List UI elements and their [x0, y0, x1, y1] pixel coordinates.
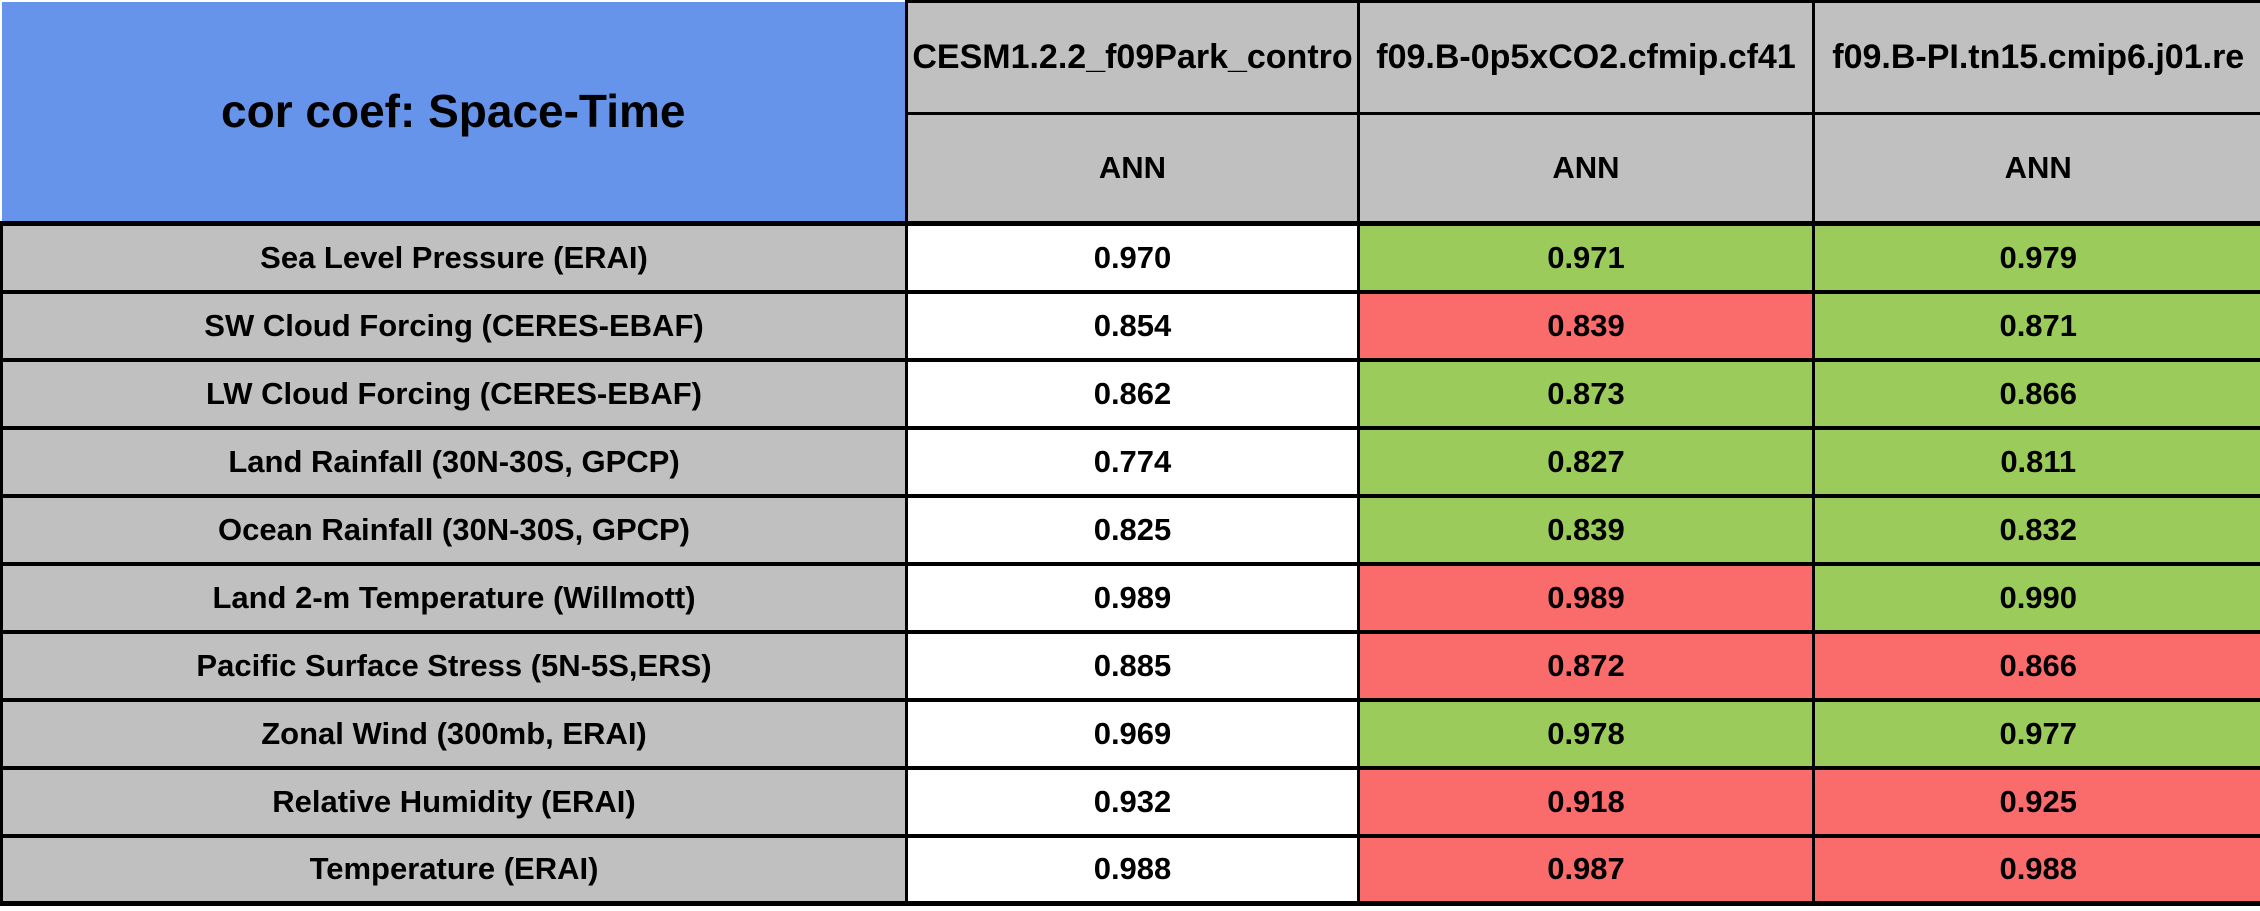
row-label: Sea Level Pressure (ERAI)	[0, 221, 908, 293]
row-label: Pacific Surface Stress (5N-5S,ERS)	[0, 629, 908, 701]
value-cell: 0.979	[1812, 221, 2260, 293]
value-cell: 0.832	[1812, 493, 2260, 565]
value-cell: 0.971	[1357, 221, 1815, 293]
value-cell: 0.825	[905, 493, 1360, 565]
value-cell: 0.988	[1812, 833, 2260, 906]
table-row: Relative Humidity (ERAI) 0.932 0.918 0.9…	[0, 765, 2260, 837]
table-row: Temperature (ERAI) 0.988 0.987 0.988	[0, 833, 2260, 906]
table-row: Pacific Surface Stress (5N-5S,ERS) 0.885…	[0, 629, 2260, 701]
column-header-season-2: ANN	[1357, 112, 1815, 225]
table-title: cor coef: Space-Time	[1, 1, 908, 225]
table-row: SW Cloud Forcing (CERES-EBAF) 0.854 0.83…	[0, 289, 2260, 361]
value-cell: 0.854	[905, 289, 1360, 361]
value-cell: 0.885	[905, 629, 1360, 701]
column-header-model-1: CESM1.2.2_f09Park_contro	[905, 0, 1360, 115]
row-label: LW Cloud Forcing (CERES-EBAF)	[0, 357, 908, 429]
value-cell: 0.969	[905, 697, 1360, 769]
value-cell: 0.774	[905, 425, 1360, 497]
row-label: Zonal Wind (300mb, ERAI)	[0, 697, 908, 769]
value-cell: 0.862	[905, 357, 1360, 429]
value-cell: 0.871	[1812, 289, 2260, 361]
value-cell: 0.932	[905, 765, 1360, 837]
row-label: Land Rainfall (30N-30S, GPCP)	[0, 425, 908, 497]
model-header-row: cor coef: Space-Time CESM1.2.2_f09Park_c…	[1, 0, 2260, 225]
row-label: Ocean Rainfall (30N-30S, GPCP)	[0, 493, 908, 565]
table-row: LW Cloud Forcing (CERES-EBAF) 0.862 0.87…	[0, 357, 2260, 429]
value-cell: 0.987	[1357, 833, 1815, 906]
row-label: SW Cloud Forcing (CERES-EBAF)	[0, 289, 908, 361]
column-header-model-3: f09.B-PI.tn15.cmip6.j01.re	[1812, 0, 2260, 115]
value-cell: 0.839	[1357, 289, 1815, 361]
value-cell: 0.990	[1812, 561, 2260, 633]
table-row: Zonal Wind (300mb, ERAI) 0.969 0.978 0.9…	[0, 697, 2260, 769]
value-cell: 0.839	[1357, 493, 1815, 565]
value-cell: 0.811	[1812, 425, 2260, 497]
value-cell: 0.989	[1357, 561, 1815, 633]
column-header-model-2: f09.B-0p5xCO2.cfmip.cf41	[1357, 0, 1815, 115]
value-cell: 0.970	[905, 221, 1360, 293]
value-cell: 0.925	[1812, 765, 2260, 837]
column-header-season-3: ANN	[1812, 112, 2260, 225]
season-header-row: ANN ANN ANN	[2, 112, 2260, 225]
value-cell: 0.866	[1812, 357, 2260, 429]
column-header-season-1: ANN	[905, 112, 1360, 225]
row-label: Relative Humidity (ERAI)	[0, 765, 908, 837]
value-cell: 0.977	[1812, 697, 2260, 769]
table-row: Ocean Rainfall (30N-30S, GPCP) 0.825 0.8…	[0, 493, 2260, 565]
value-cell: 0.918	[1357, 765, 1815, 837]
value-cell: 0.978	[1357, 697, 1815, 769]
table-row: Land Rainfall (30N-30S, GPCP) 0.774 0.82…	[0, 425, 2260, 497]
value-cell: 0.827	[1357, 425, 1815, 497]
value-cell: 0.866	[1812, 629, 2260, 701]
table-row: Land 2-m Temperature (Willmott) 0.989 0.…	[0, 561, 2260, 633]
value-cell: 0.872	[1357, 629, 1815, 701]
value-cell: 0.988	[905, 833, 1360, 906]
table-row: Sea Level Pressure (ERAI) 0.970 0.971 0.…	[0, 221, 2260, 293]
value-cell: 0.873	[1357, 357, 1815, 429]
row-label: Temperature (ERAI)	[0, 833, 908, 906]
value-cell: 0.989	[905, 561, 1360, 633]
row-label: Land 2-m Temperature (Willmott)	[0, 561, 908, 633]
